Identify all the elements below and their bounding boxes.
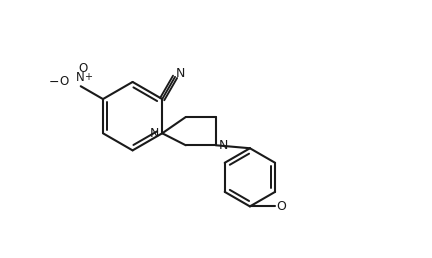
Text: O: O [60, 75, 69, 88]
Text: N: N [175, 67, 185, 80]
Text: O: O [78, 62, 88, 75]
Text: +: + [84, 72, 92, 82]
Text: N: N [149, 127, 159, 140]
Text: N: N [218, 139, 228, 152]
Text: N: N [76, 71, 85, 84]
Text: −: − [49, 76, 60, 89]
Text: O: O [276, 200, 286, 213]
